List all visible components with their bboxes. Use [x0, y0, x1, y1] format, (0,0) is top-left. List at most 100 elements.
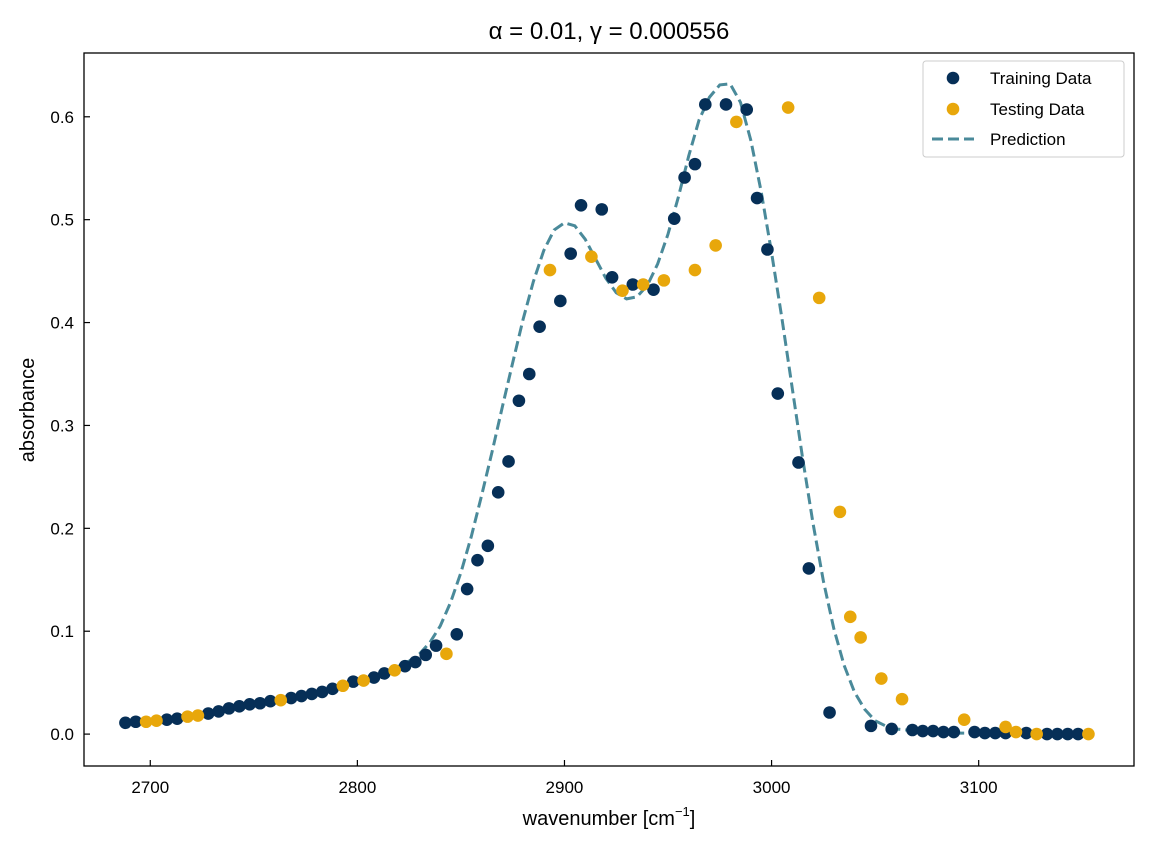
training-data-point	[1040, 727, 1054, 741]
training-data-point	[522, 367, 536, 381]
testing-data-point	[688, 263, 702, 277]
training-data-point	[305, 687, 319, 701]
chart-title: α = 0.01, γ = 0.000556	[489, 18, 730, 45]
testing-data-point	[181, 710, 194, 723]
training-data-point	[170, 712, 184, 725]
testing-data-point	[636, 278, 650, 291]
series-line-prediction	[125, 82, 1089, 736]
training-data-point	[916, 724, 930, 738]
legend-box	[922, 60, 1125, 158]
training-data-point	[699, 98, 712, 111]
training-data-point	[947, 725, 961, 739]
training-data-point	[688, 157, 702, 171]
series-testing-data	[139, 101, 1095, 741]
testing-data-point	[957, 713, 971, 727]
training-data-point	[906, 723, 919, 737]
testing-data-point	[139, 715, 153, 729]
training-data-point	[978, 726, 992, 740]
x-axis-label: wavenumber [cm−1]	[522, 804, 696, 830]
training-data-point	[119, 716, 132, 730]
testing-data-point	[150, 714, 163, 728]
testing-data-point	[543, 263, 557, 277]
testing-data-point	[833, 505, 847, 519]
training-data-point	[1051, 727, 1064, 741]
y-tick-label: 0.5	[50, 211, 74, 230]
training-data-point	[295, 689, 308, 703]
testing-data-point	[854, 631, 867, 644]
testing-data-point	[1030, 727, 1043, 741]
training-data-point	[284, 691, 298, 705]
legend-label-training-data: Training Data	[990, 69, 1092, 88]
testing-data-point	[440, 647, 453, 661]
training-data-point	[605, 270, 619, 284]
training-data-point	[491, 486, 505, 499]
training-data-point	[243, 697, 256, 711]
testing-data-point	[730, 115, 743, 129]
training-data-point	[160, 713, 174, 727]
training-data-point	[253, 696, 267, 710]
training-data-point	[450, 628, 464, 641]
training-data-point	[212, 705, 225, 718]
training-data-point	[481, 539, 495, 553]
x-tick-label: 2700	[131, 778, 169, 797]
legend: Training Data Testing Data Prediction	[922, 60, 1125, 158]
training-data-point	[792, 456, 805, 469]
training-data-point	[802, 562, 816, 575]
x-tick-label: 2900	[546, 778, 584, 797]
legend-marker-testing-data	[946, 102, 960, 116]
y-tick-label: 0.2	[50, 519, 74, 538]
x-tick-label: 3100	[960, 778, 998, 797]
testing-data-point	[388, 664, 401, 677]
training-data-point	[398, 659, 412, 673]
testing-data-point	[336, 679, 350, 693]
x-tick-label: 2800	[338, 778, 376, 797]
training-data-point	[678, 171, 691, 184]
training-data-point	[626, 278, 640, 291]
testing-data-point	[709, 239, 722, 252]
training-data-point	[222, 702, 236, 715]
plot-area	[119, 82, 1095, 741]
legend-marker-training-data	[946, 71, 960, 85]
plot-frame	[83, 52, 1135, 767]
training-data-point	[1061, 727, 1075, 741]
training-data-point	[823, 706, 836, 719]
training-data-point	[719, 98, 733, 111]
training-data-point	[233, 700, 246, 713]
legend-label-prediction: Prediction	[990, 130, 1066, 149]
training-data-point	[750, 191, 764, 205]
training-data-point	[429, 639, 443, 652]
testing-data-point	[1009, 725, 1023, 739]
training-data-point	[647, 283, 660, 296]
x-axis-ticks: 2700 2800 2900 3000 3100	[131, 760, 998, 797]
training-data-point	[771, 387, 785, 400]
training-data-point	[326, 682, 339, 696]
y-axis-ticks: 0.0 0.1 0.2 0.3 0.4 0.5 0.6	[50, 108, 90, 744]
training-data-point	[1020, 726, 1033, 740]
testing-data-point	[895, 692, 909, 706]
training-data-point	[315, 685, 329, 699]
training-data-point	[409, 655, 422, 669]
training-data-point	[574, 198, 588, 212]
y-tick-label: 0.6	[50, 108, 74, 127]
series-training-data	[119, 98, 1085, 741]
training-data-point	[968, 725, 981, 739]
training-data-point	[512, 394, 526, 408]
y-tick-label: 0.4	[50, 314, 74, 333]
training-data-point	[740, 103, 754, 116]
training-data-point	[988, 726, 1002, 740]
training-data-point	[937, 725, 950, 739]
testing-data-point	[875, 672, 888, 685]
testing-data-point	[999, 720, 1012, 734]
training-data-point	[502, 455, 515, 468]
testing-data-point	[616, 284, 629, 297]
training-data-point	[367, 671, 381, 684]
testing-data-point	[781, 101, 795, 114]
training-data-point	[885, 722, 898, 736]
training-data-point	[554, 294, 567, 308]
testing-data-point	[812, 291, 826, 305]
testing-data-point	[1082, 727, 1095, 741]
training-data-point	[264, 694, 277, 708]
training-data-point	[471, 553, 484, 567]
y-axis-label: absorbance	[17, 358, 39, 463]
